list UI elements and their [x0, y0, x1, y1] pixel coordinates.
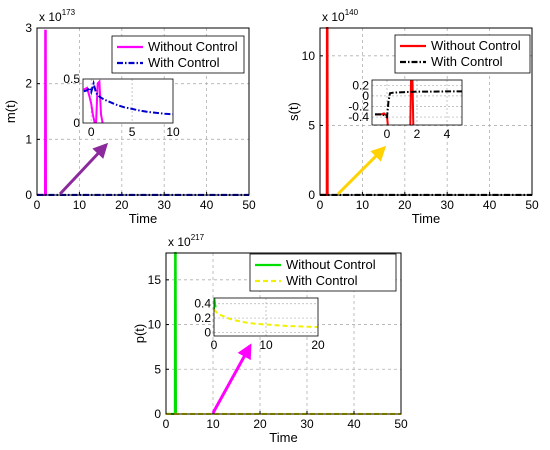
- y-tick-label: 10: [148, 318, 162, 332]
- inset-y-tick-label: 0.5: [63, 72, 80, 86]
- y-tick-label: 10: [302, 49, 316, 63]
- inset-x-tick-label: 0: [211, 338, 218, 352]
- y-axis-label: m(t): [3, 100, 18, 123]
- inset-area: [214, 298, 318, 336]
- axis-exponent-power: 217: [191, 233, 205, 242]
- y-tick-label: 15: [148, 273, 162, 287]
- x-tick-label: 50: [394, 417, 408, 431]
- legend-label: With Control: [148, 55, 220, 70]
- x-tick-label: 20: [115, 198, 129, 212]
- x-axis-label: Time: [129, 211, 157, 226]
- legend-label: With Control: [286, 273, 358, 288]
- y-tick-label: 1: [25, 132, 32, 146]
- legend-label: Without Control: [431, 38, 521, 53]
- inset-series-line: [375, 90, 462, 119]
- inset-x-tick-label: 5: [129, 125, 136, 139]
- y-tick-label: 3: [25, 21, 32, 35]
- axis-exponent: x 10217: [168, 233, 205, 249]
- inset-y-tick-label: 0.4: [194, 297, 211, 311]
- inset-y-tick-label: 0: [362, 89, 369, 103]
- axis-exponent: x 10173: [39, 8, 76, 24]
- inset-y-tick-label: 0: [73, 116, 80, 130]
- legend-box: [249, 253, 397, 292]
- legend-label: With Control: [431, 54, 503, 69]
- zoom-arrow: [58, 142, 109, 196]
- x-tick-label: 0: [163, 417, 170, 431]
- inset-x-tick-label: 0: [88, 125, 95, 139]
- y-axis-label: s(t): [286, 102, 301, 121]
- legend-box: [111, 35, 245, 74]
- plot-frame: [165, 252, 402, 415]
- y-tick-label: 5: [154, 362, 161, 376]
- inset-x-tick-label: 4: [444, 127, 451, 141]
- legend-label: Without Control: [286, 257, 376, 272]
- inset-x-tick-label: 10: [166, 125, 180, 139]
- x-tick-label: 30: [300, 417, 314, 431]
- inset-y-tick-label: 0.2: [194, 311, 211, 325]
- y-tick-label: 2: [25, 77, 32, 91]
- inset-x-tick-label: 2: [414, 127, 421, 141]
- axis-exponent-power: 140: [345, 8, 359, 17]
- legend-box: [394, 34, 531, 74]
- x-tick-label: 50: [525, 198, 539, 212]
- zoom-arrow: [211, 343, 252, 414]
- inset-y-tick-label: -0.2: [348, 99, 369, 113]
- zoom-arrow: [336, 145, 387, 196]
- plot-frame: [319, 27, 533, 196]
- inset-frame: [213, 297, 319, 337]
- legend-label: Without Control: [148, 39, 238, 54]
- x-axis-label: Time: [412, 211, 440, 226]
- x-tick-label: 0: [317, 198, 324, 212]
- x-tick-label: 0: [34, 198, 41, 212]
- inset-area: [372, 80, 462, 125]
- panel-p: 0 10 20 30 40 50 0 5 10 15 Time p(t) x 10217 Without …: [132, 233, 408, 445]
- inset-series-line: [214, 308, 318, 328]
- x-tick-label: 40: [483, 198, 497, 212]
- inset-series-line: [409, 80, 415, 125]
- x-tick-label: 10: [73, 198, 87, 212]
- x-tick-label: 50: [242, 198, 256, 212]
- x-tick-label: 40: [347, 417, 361, 431]
- x-tick-label: 40: [200, 198, 214, 212]
- y-tick-label: 5: [308, 118, 315, 132]
- inset-frame: [371, 79, 463, 126]
- x-axis-label: Time: [269, 430, 297, 445]
- y-tick-label: 0: [154, 407, 161, 421]
- x-tick-label: 10: [356, 198, 370, 212]
- y-tick-label: 0: [25, 188, 32, 202]
- inset-x-tick-label: 20: [311, 338, 325, 352]
- x-tick-label: 20: [253, 417, 267, 431]
- x-tick-label: 10: [206, 417, 220, 431]
- inset-series-line: [83, 79, 104, 123]
- y-tick-label: 0: [308, 188, 315, 202]
- plot-frame: [36, 27, 250, 196]
- y-axis-label: p(t): [132, 324, 147, 344]
- inset-frame: [82, 78, 174, 124]
- inset-y-tick-label: 0: [204, 325, 211, 339]
- inset-series-line: [83, 79, 173, 116]
- x-tick-label: 20: [398, 198, 412, 212]
- x-tick-label: 30: [441, 198, 455, 212]
- inset-y-tick-label: 0.2: [352, 78, 369, 92]
- inset-y-tick-label: -0.4: [348, 110, 369, 124]
- inset-x-tick-label: 10: [259, 338, 273, 352]
- x-tick-label: 30: [158, 198, 172, 212]
- inset-x-tick-label: 0: [384, 127, 391, 141]
- axis-exponent-power: 173: [62, 8, 76, 17]
- axis-exponent: x 10140: [322, 8, 359, 24]
